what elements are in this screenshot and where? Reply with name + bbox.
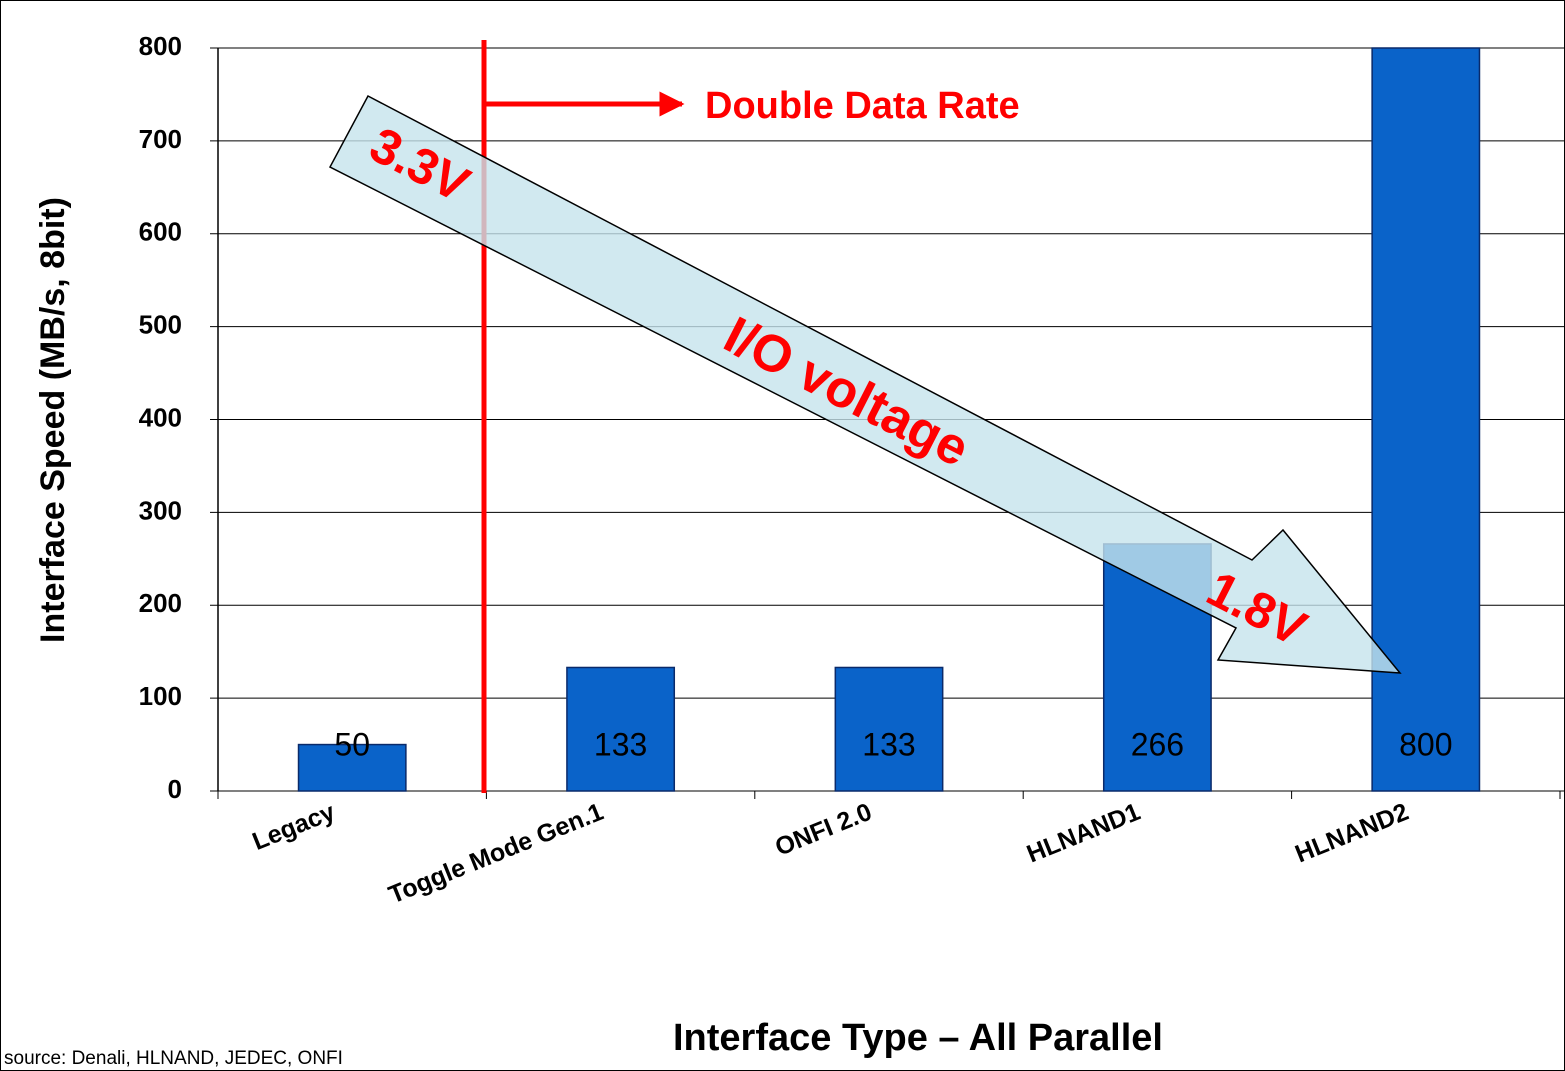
x-tick-label: HLNAND2: [1291, 798, 1412, 869]
bar: [566, 666, 676, 792]
x-axis-title: Interface Type – All Parallel: [673, 1017, 1163, 1059]
data-label: 133: [594, 726, 647, 762]
x-tick-label: ONFI 2.0: [771, 798, 876, 862]
x-tick-label: Toggle Mode Gen.1: [385, 798, 608, 910]
bar: [1371, 47, 1481, 792]
y-tick-label: 500: [139, 310, 182, 340]
voltage-arrow: [328, 94, 1402, 674]
data-label: 50: [334, 726, 370, 762]
bar: [297, 743, 407, 792]
y-tick-label: 600: [139, 217, 182, 247]
y-tick-label: 800: [139, 31, 182, 61]
y-tick-label: 400: [139, 402, 182, 432]
x-tick-label: Legacy: [249, 798, 339, 856]
y-axis-title: Interface Speed (MB/s, 8bit): [34, 197, 72, 643]
x-tick-label: HLNAND1: [1023, 798, 1144, 869]
bar: [834, 666, 944, 792]
annotation: Double Data Rate: [705, 85, 1020, 127]
y-tick-label: 700: [139, 124, 182, 154]
y-tick-label: 0: [168, 774, 182, 804]
source: source: Denali, HLNAND, JEDEC, ONFI: [4, 1048, 343, 1069]
annotation: I/O voltage: [715, 306, 978, 478]
y-tick-label: 200: [139, 588, 182, 618]
data-label: 133: [862, 726, 915, 762]
y-tick-label: 300: [139, 495, 182, 525]
data-label: 800: [1399, 726, 1452, 762]
y-tick-label: 100: [139, 681, 182, 711]
data-label: 266: [1131, 726, 1184, 762]
